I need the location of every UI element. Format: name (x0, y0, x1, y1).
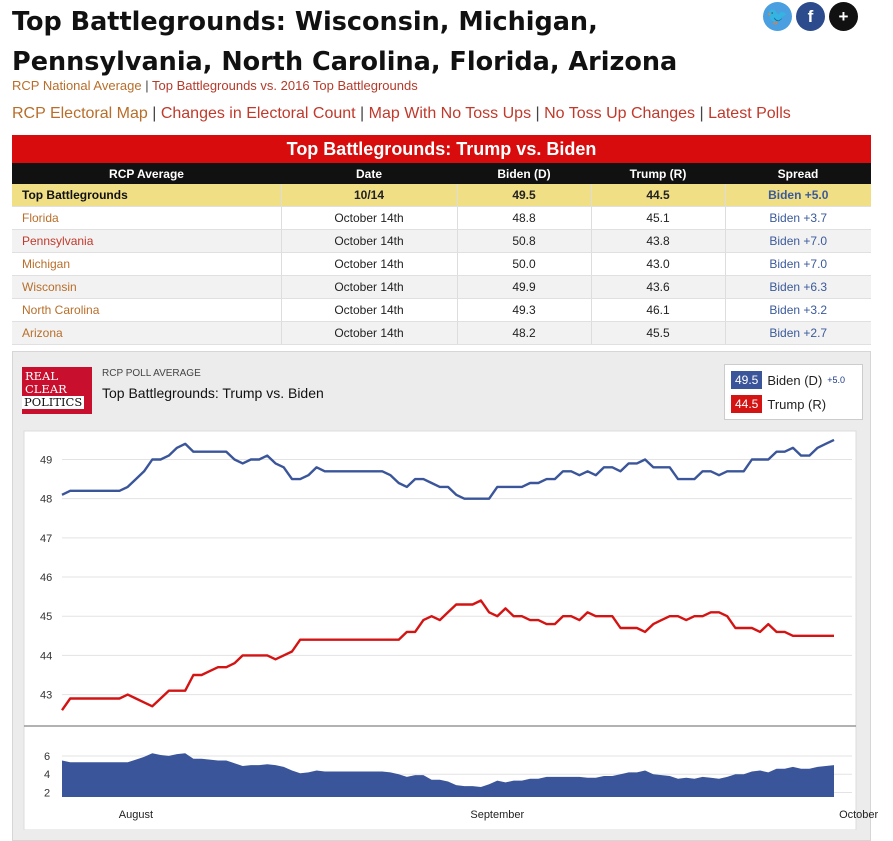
row-name-link[interactable]: Arizona (12, 321, 281, 345)
logo-line-1: REAL (25, 369, 58, 383)
y-tick-label: 46 (40, 572, 52, 584)
row-name: Top Battlegrounds (12, 184, 281, 207)
legend-item-trump[interactable]: 44.5 Trump (R) (731, 395, 826, 413)
secondary-links: RCP Electoral Map | Changes in Electoral… (12, 105, 791, 122)
y-tick-label: 44 (40, 650, 52, 662)
row-biden: 49.3 (456, 298, 591, 322)
row-name-link[interactable]: Michigan (12, 252, 281, 276)
spread-y-tick-label: 2 (44, 787, 50, 799)
legend-name-trump: Trump (R) (767, 396, 827, 412)
link-no-toss-ups-map[interactable]: Map With No Toss Ups (368, 105, 532, 122)
legend-name-biden: Biden (D) (767, 372, 823, 388)
spread-y-tick-label: 6 (44, 751, 50, 763)
logo-line-2: CLEAR (25, 382, 67, 396)
col-header-rcp-average[interactable]: RCP Average (12, 163, 281, 184)
row-date: 10/14 (280, 184, 457, 207)
row-date: October 14th (280, 252, 457, 276)
page-title: Top Battlegrounds: Wisconsin, Michigan, … (12, 7, 678, 77)
y-tick-label: 47 (40, 533, 52, 545)
chart-label: RCP POLL AVERAGE (102, 368, 201, 379)
legend-value-trump: 44.5 (731, 395, 763, 413)
facebook-icon[interactable]: f (796, 2, 825, 31)
col-header-trump[interactable]: Trump (R) (591, 163, 725, 184)
row-date: October 14th (280, 206, 457, 230)
social-share: 🐦 f + (763, 2, 858, 31)
y-tick-label: 49 (40, 455, 52, 467)
row-biden: 50.8 (456, 229, 591, 253)
row-spread: Biden +5.0 (724, 184, 871, 207)
row-biden: 48.2 (456, 321, 591, 345)
chart-legend: 49.5 Biden (D) +5.0 44.5 Trump (R) (724, 364, 863, 420)
row-name-link[interactable]: Florida (12, 206, 281, 230)
series-line-biden (61, 438, 835, 500)
row-biden: 49.5 (456, 184, 591, 207)
x-tick-label: August (119, 809, 153, 821)
rcp-logo[interactable]: REAL CLEAR POLITICS (22, 367, 92, 414)
table-row: Florida October 14th 48.8 45.1 Biden +3.… (12, 206, 871, 230)
col-header-biden[interactable]: Biden (D) (457, 163, 591, 184)
row-date: October 14th (280, 298, 457, 322)
logo-line-3: POLITICS (22, 395, 85, 409)
table-row: North Carolina October 14th 49.3 46.1 Bi… (12, 298, 871, 322)
table-row: Arizona October 14th 48.2 45.5 Biden +2.… (12, 321, 871, 345)
chart-title: Top Battlegrounds: Trump vs. Biden (102, 385, 324, 401)
row-spread: Biden +3.2 (724, 298, 871, 322)
row-spread: Biden +7.0 (724, 229, 871, 253)
plus-icon[interactable]: + (829, 2, 858, 31)
row-biden: 50.0 (456, 252, 591, 276)
row-name-link[interactable]: Wisconsin (12, 275, 281, 299)
link-rcp-national-average[interactable]: RCP National Average (12, 78, 142, 93)
row-date: October 14th (280, 275, 457, 299)
link-electoral-map[interactable]: RCP Electoral Map (12, 105, 148, 122)
legend-spread-biden: +5.0 (827, 375, 846, 385)
y-tick-label: 45 (40, 611, 52, 623)
y-tick-label: 48 (40, 494, 52, 506)
row-spread: Biden +6.3 (724, 275, 871, 299)
row-trump: 43.6 (590, 275, 725, 299)
row-date: October 14th (280, 321, 457, 345)
legend-value-biden: 49.5 (731, 371, 763, 389)
row-trump: 46.1 (590, 298, 725, 322)
link-battlegrounds-vs-2016[interactable]: Top Battlegrounds vs. 2016 Top Battlegro… (152, 78, 418, 93)
y-tick-label: 43 (40, 690, 52, 702)
row-trump: 45.5 (590, 321, 725, 345)
row-spread: Biden +7.0 (724, 252, 871, 276)
row-trump: 43.8 (590, 229, 725, 253)
table-row: Top Battlegrounds 10/14 49.5 44.5 Biden … (12, 184, 871, 207)
twitter-icon[interactable]: 🐦 (763, 2, 792, 31)
col-header-date[interactable]: Date (281, 163, 457, 184)
polls-table: Top Battlegrounds: Trump vs. Biden RCP A… (12, 135, 871, 345)
row-name-link[interactable]: Pennsylvania (12, 229, 281, 253)
x-tick-label: September (470, 809, 524, 821)
table-title: Top Battlegrounds: Trump vs. Biden (12, 135, 871, 163)
row-spread: Biden +2.7 (724, 321, 871, 345)
table-row: Wisconsin October 14th 49.9 43.6 Biden +… (12, 275, 871, 299)
link-latest-polls[interactable]: Latest Polls (708, 105, 791, 122)
link-no-toss-up-changes[interactable]: No Toss Up Changes (544, 105, 696, 122)
link-electoral-count-changes[interactable]: Changes in Electoral Count (160, 105, 356, 122)
row-trump: 43.0 (590, 252, 725, 276)
series-line-trump (61, 599, 834, 711)
col-header-spread[interactable]: Spread (725, 163, 871, 184)
row-biden: 49.9 (456, 275, 591, 299)
spread-area (62, 753, 834, 797)
spread-y-tick-label: 4 (44, 769, 50, 781)
primary-links: RCP National Average | Top Battlegrounds… (12, 78, 418, 93)
row-name-link[interactable]: North Carolina (12, 298, 281, 322)
table-row: Pennsylvania October 14th 50.8 43.8 Bide… (12, 229, 871, 253)
x-tick-label: October (839, 809, 878, 821)
row-trump: 45.1 (590, 206, 725, 230)
table-row: Michigan October 14th 50.0 43.0 Biden +7… (12, 252, 871, 276)
legend-item-biden[interactable]: 49.5 Biden (D) +5.0 (731, 371, 845, 389)
row-trump: 44.5 (590, 184, 725, 207)
row-spread: Biden +3.7 (724, 206, 871, 230)
row-date: October 14th (280, 229, 457, 253)
row-biden: 48.8 (456, 206, 591, 230)
